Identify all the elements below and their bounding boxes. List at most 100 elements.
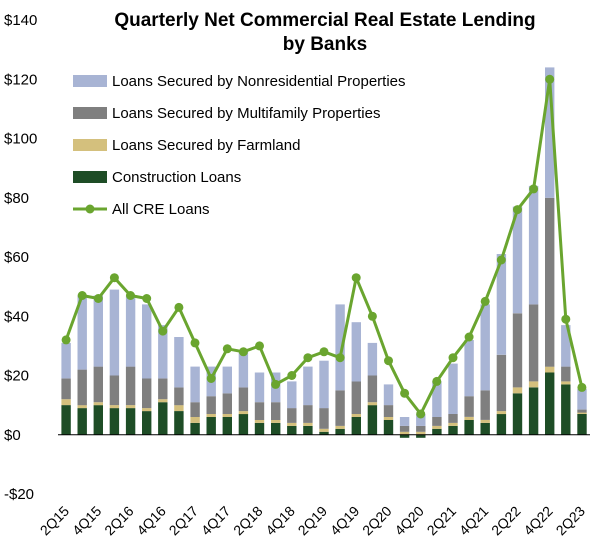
bar-segment: [416, 431, 426, 435]
line-point: [190, 338, 200, 348]
legend-label: All CRE Loans: [112, 201, 210, 218]
legend-item: Loans Secured by Farmland: [73, 137, 300, 154]
bar-segment: [61, 399, 71, 406]
x-tick-label: 2Q23: [553, 503, 589, 539]
line-point: [109, 273, 119, 283]
bar-segment: [303, 422, 313, 426]
line-point: [61, 335, 71, 345]
bar-segment: [142, 408, 152, 412]
line-point: [448, 353, 458, 363]
bar-segment: [61, 405, 71, 435]
bar-segment: [351, 381, 361, 414]
bar-segment: [496, 254, 507, 355]
legend-item: All CRE Loans: [73, 201, 210, 218]
line-point: [367, 311, 377, 321]
bar-segment: [77, 369, 87, 406]
bar-segment: [480, 422, 490, 435]
line-point: [464, 332, 474, 342]
bar-segment: [271, 419, 281, 423]
x-tick-label: 4Q21: [456, 503, 492, 539]
line-point: [174, 302, 184, 312]
y-tick-label: $40: [4, 308, 29, 325]
line-point: [93, 294, 103, 303]
bar-segment: [109, 375, 120, 406]
x-axis: 2Q154Q152Q164Q162Q174Q172Q184Q182Q194Q19…: [37, 503, 589, 539]
bar-segment: [383, 384, 394, 406]
bar-segment: [222, 366, 232, 394]
bar-segment: [287, 381, 297, 409]
bar-segment: [158, 402, 168, 435]
bar-segment: [222, 393, 232, 414]
x-tick-label: 2Q15: [37, 503, 73, 539]
bar-segment: [335, 304, 345, 391]
bar-segment: [142, 304, 152, 379]
line-point: [400, 388, 410, 398]
bar-segment: [174, 411, 184, 435]
bar-segment: [206, 414, 216, 417]
bar-segment: [319, 431, 329, 435]
x-tick-label: 4Q18: [262, 503, 298, 539]
y-tick-label: $60: [4, 249, 29, 266]
bar-segment: [561, 366, 571, 382]
bar-segment: [109, 405, 120, 409]
bar-segment: [528, 185, 539, 305]
bar-segment: [93, 402, 103, 406]
bar-segment: [512, 206, 523, 314]
bar-segment: [383, 417, 394, 420]
bar-segment: [254, 422, 265, 435]
bar-segment: [125, 366, 136, 406]
bar-segment: [448, 414, 458, 423]
line-point: [432, 376, 442, 386]
bar-segment: [416, 425, 426, 432]
bar-segment: [383, 419, 394, 435]
bar-segment: [303, 366, 313, 406]
bar-segment: [367, 342, 378, 376]
bar-segment: [109, 408, 120, 435]
x-tick-label: 4Q22: [520, 503, 556, 539]
bar-segment: [399, 425, 410, 432]
bar-segment: [528, 304, 539, 382]
line-point: [561, 314, 571, 324]
bar-segment: [206, 396, 216, 414]
bar-segment: [61, 378, 71, 400]
bar-segment: [464, 419, 474, 435]
bar-segment: [561, 325, 571, 367]
bar-segment: [109, 289, 120, 376]
chart-title: Quarterly Net Commercial Real Estate Len…: [114, 10, 535, 55]
line-point: [158, 326, 168, 336]
bar-segment: [303, 405, 313, 423]
line-point: [545, 74, 555, 84]
bar-segment: [61, 342, 71, 379]
chart-bars: [61, 67, 587, 438]
bar-segment: [383, 405, 394, 417]
bar-segment: [174, 405, 184, 411]
bar-segment: [351, 417, 361, 435]
x-tick-label: 4Q16: [133, 503, 169, 539]
line-point: [351, 273, 361, 283]
bar-segment: [512, 313, 523, 388]
bar-segment: [190, 366, 200, 403]
bar-segment: [335, 390, 345, 426]
bar-segment: [448, 422, 458, 426]
legend-marker: [85, 204, 95, 214]
bar-segment: [464, 396, 474, 417]
x-tick-label: 4Q15: [69, 503, 105, 539]
bar-segment: [577, 409, 587, 413]
legend-item: Loans Secured by Multifamily Properties: [73, 105, 380, 122]
x-tick-label: 2Q16: [101, 503, 137, 539]
legend-item: Loans Secured by Nonresidential Properti…: [73, 73, 406, 90]
line-point: [238, 347, 248, 357]
line-point: [77, 291, 87, 300]
bar-segment: [448, 425, 458, 435]
line-point: [577, 382, 587, 392]
y-tick-label: $80: [4, 190, 29, 207]
bar-segment: [238, 387, 249, 412]
bar-segment: [158, 325, 168, 379]
bar-segment: [399, 434, 410, 438]
x-tick-label: 2Q19: [295, 503, 331, 539]
bar-segment: [545, 197, 555, 367]
bar-segment: [77, 405, 87, 409]
bar-segment: [561, 381, 571, 385]
y-tick-label: $120: [4, 71, 37, 88]
bar-segment: [335, 425, 345, 429]
